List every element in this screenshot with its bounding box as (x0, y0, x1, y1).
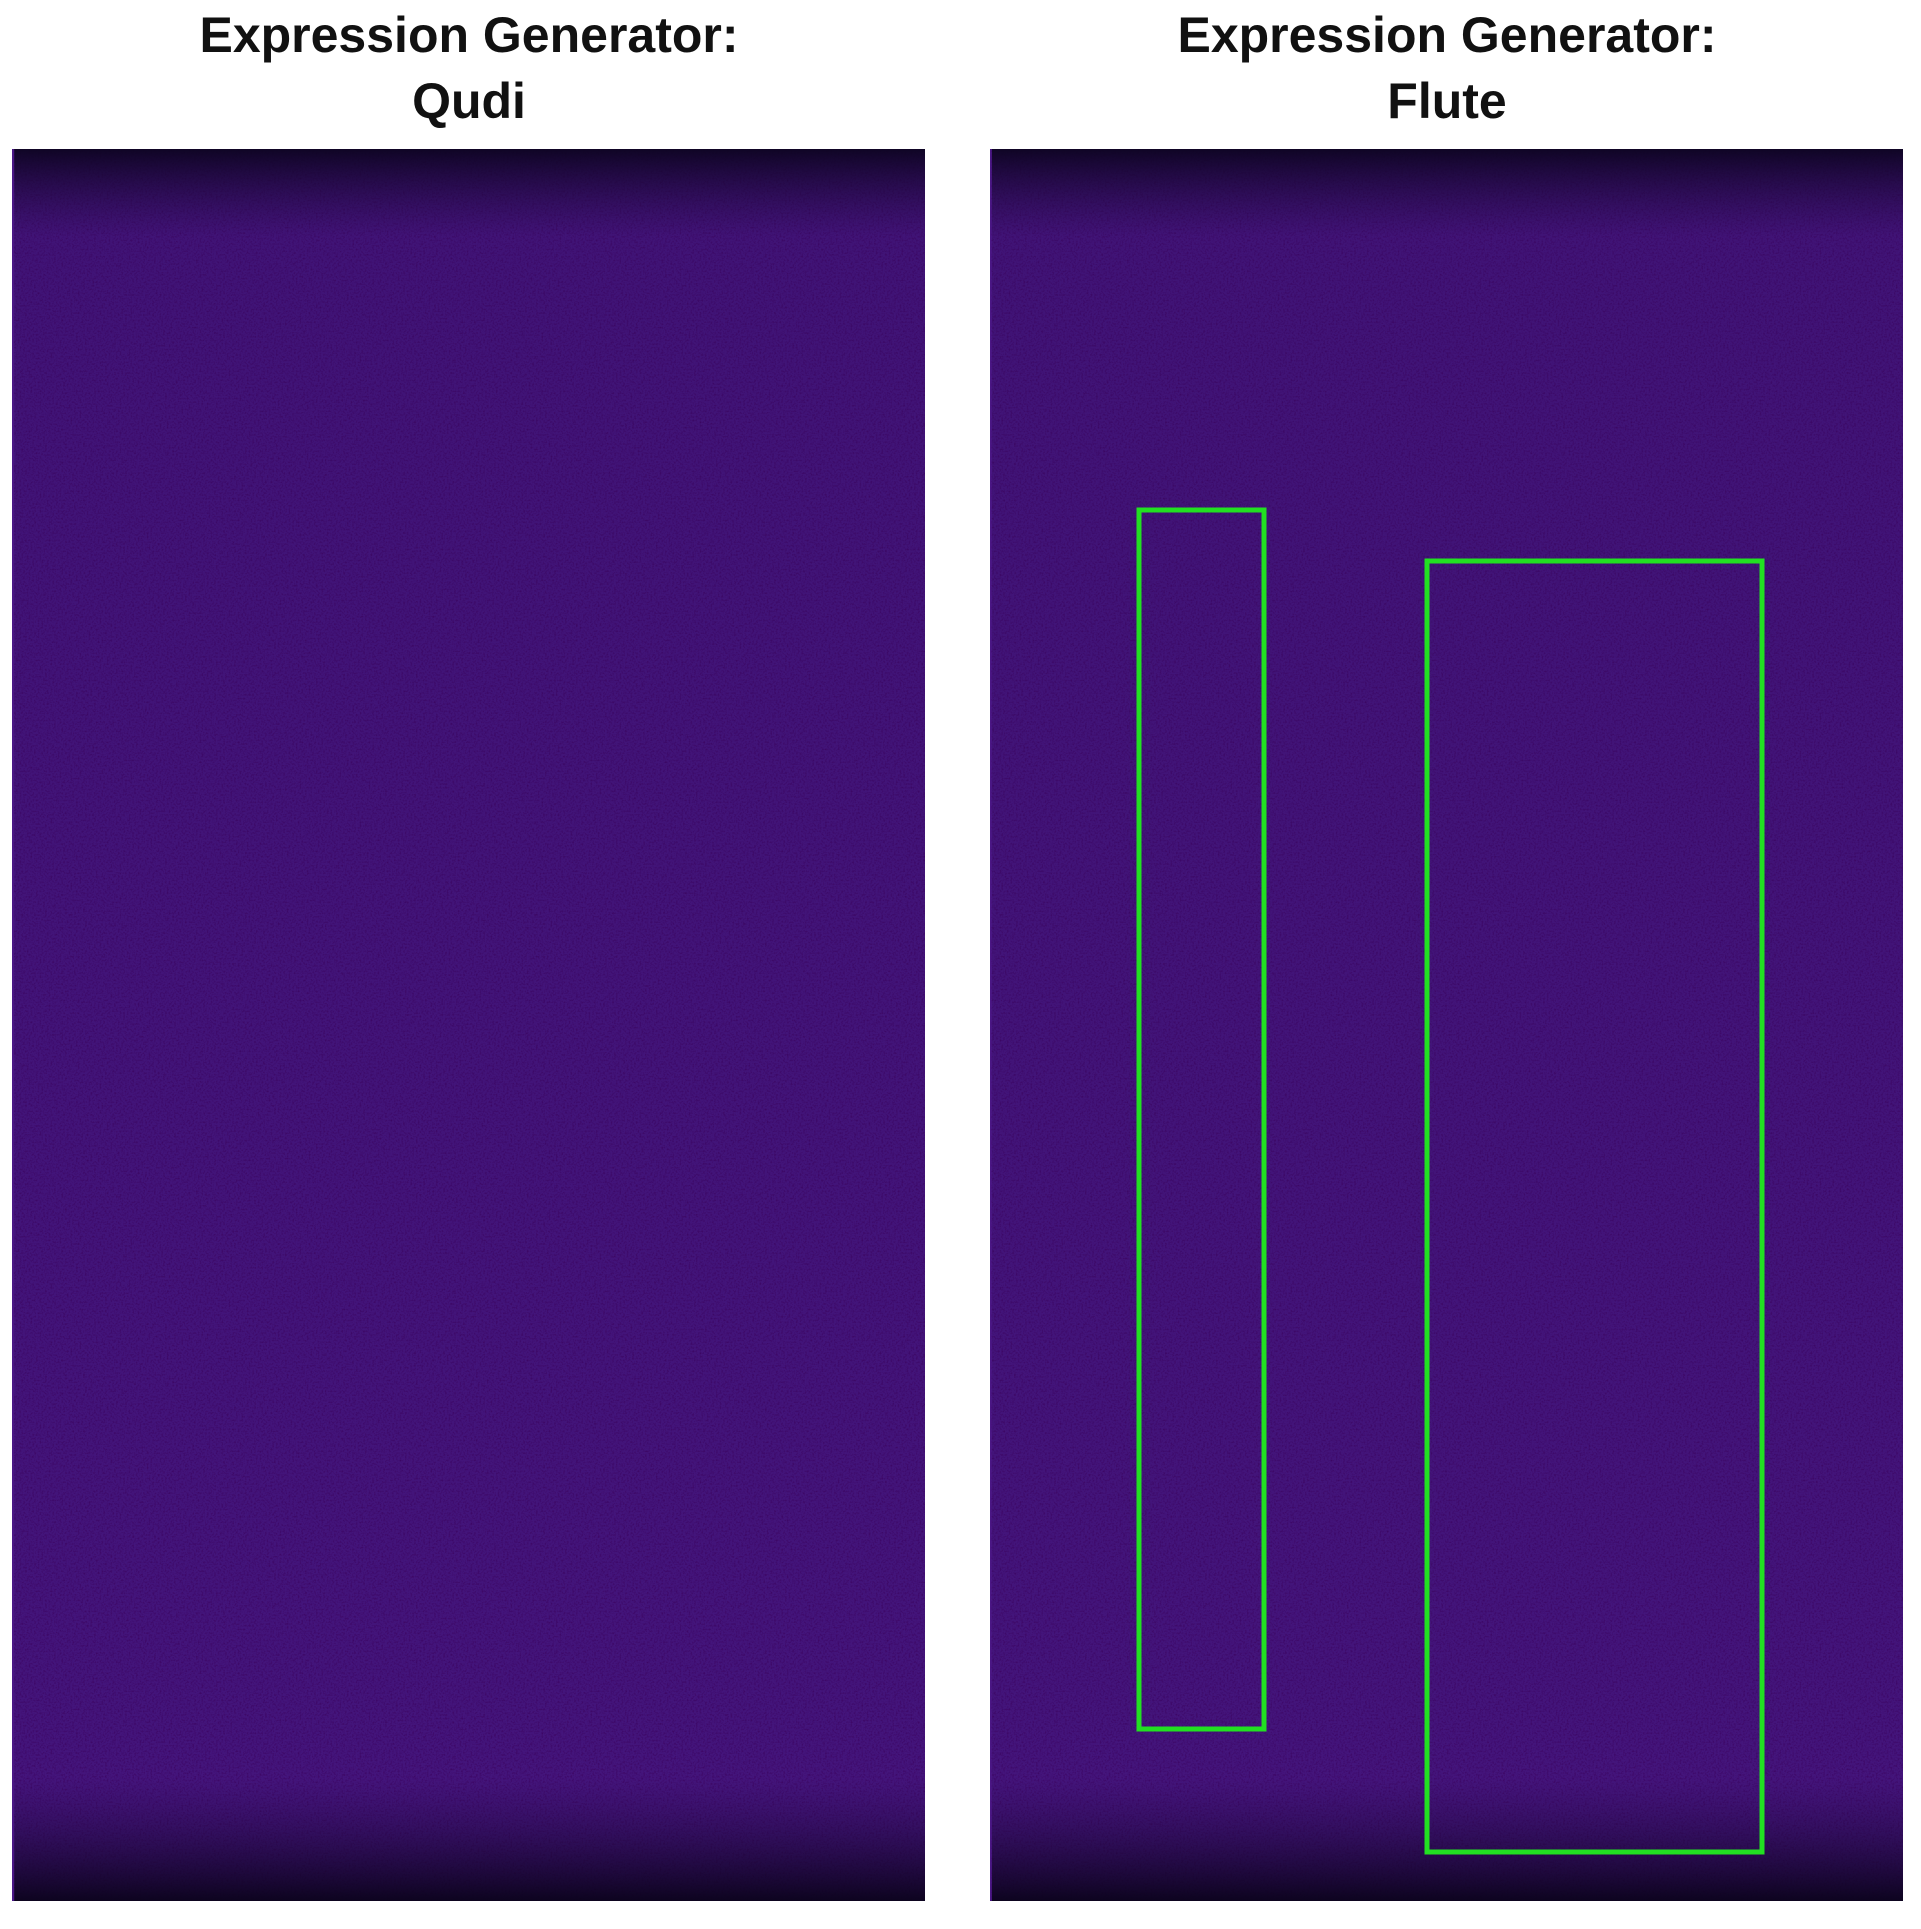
shade (991, 149, 1903, 1901)
spectrogram (990, 149, 1903, 1901)
shade (14, 149, 925, 1901)
highlight-box (1424, 558, 1765, 1855)
panel-title: Flute (1387, 73, 1506, 129)
panel-title: Qudi (412, 73, 526, 129)
spectrogram (12, 149, 925, 1901)
panel-title: Expression Generator: (1177, 7, 1716, 63)
highlight-box (1136, 507, 1267, 1732)
panel-title: Expression Generator: (199, 7, 738, 63)
